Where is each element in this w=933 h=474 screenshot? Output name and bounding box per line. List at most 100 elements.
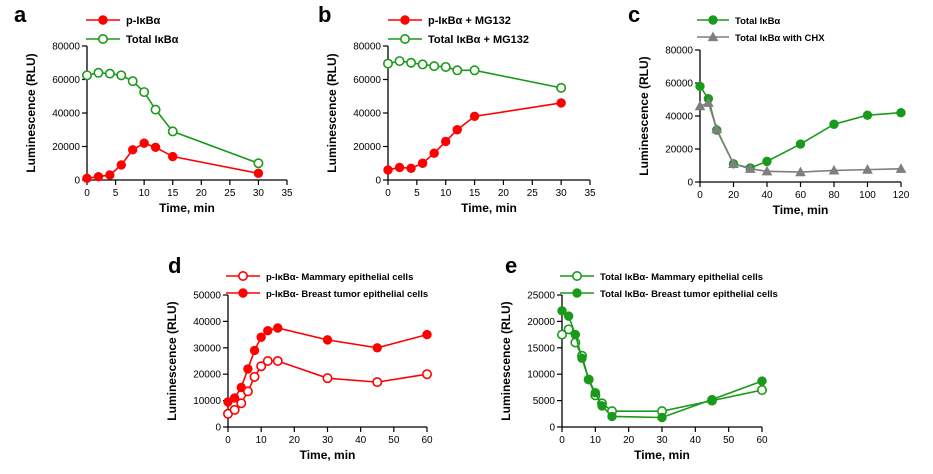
panel-c: c 0 20000 40000 60000 80000 0 20 40 60 80 100 120 Tim… [628, 2, 910, 217]
data-point [93, 171, 104, 182]
data-point [382, 58, 393, 69]
data-point [657, 412, 667, 423]
y-tick-label: 0 [215, 423, 221, 434]
legend-marker [707, 31, 719, 42]
panel-letter: a [14, 2, 27, 27]
x-tick-label: 0 [559, 435, 565, 446]
data-point [150, 142, 161, 153]
data-point [452, 65, 463, 76]
data-point [570, 329, 581, 340]
panel-d: d 0 10000 20000 30000 40000 50000 0 10 20 30 40 50 60… [165, 253, 433, 462]
series-line [699, 101, 902, 173]
data-point [862, 110, 873, 120]
y-axis-title: Luminescence (RLU) [165, 301, 179, 420]
x-tick-label: 20 [623, 435, 635, 446]
data-point [116, 70, 127, 81]
legend-marker [708, 15, 718, 25]
data-point [82, 173, 92, 184]
y-tick-label: 0 [74, 176, 80, 187]
y-tick-label: 40000 [353, 109, 381, 120]
data-point [150, 104, 161, 115]
y-axis-title: Luminescence (RLU) [637, 56, 651, 175]
x-tick-label: 5 [414, 188, 420, 199]
data-point [93, 67, 104, 78]
legend-entry: p-IκBα- Mammary epithelial cells [266, 272, 413, 283]
data-point [273, 323, 283, 333]
data-point [394, 162, 405, 173]
x-tick-label: 20 [498, 188, 510, 199]
data-point [127, 76, 138, 87]
panel-a: a 0 20000 40000 60000 80000 0 5 10 15 20 25 30 35 Time… [14, 2, 293, 215]
x-tick-label: 10 [590, 435, 602, 446]
data-point [711, 123, 723, 134]
y-axis-title: Luminescence (RLU) [499, 301, 513, 420]
data-point [417, 158, 428, 168]
data-point [82, 70, 93, 81]
y-tick-label: 20000 [52, 142, 80, 153]
legend-marker [238, 288, 248, 298]
x-tick-label: 25 [527, 188, 539, 199]
x-tick-label: 20 [728, 190, 740, 201]
legend-marker [572, 288, 582, 298]
x-tick-label: 60 [756, 435, 768, 446]
y-tick-label: 60000 [665, 79, 693, 90]
x-tick-label: 60 [795, 190, 807, 201]
data-point [597, 401, 607, 411]
data-point [828, 164, 840, 175]
data-point [728, 158, 739, 168]
data-point [703, 97, 714, 107]
legend-entry: Total IκBα- Breast tumor epithelial cell… [600, 289, 778, 300]
data-point [895, 163, 907, 173]
panel-letter: b [318, 2, 331, 27]
panel-letter: e [505, 253, 517, 278]
y-tick-label: 20000 [193, 370, 221, 381]
data-point [168, 151, 178, 162]
data-point [383, 165, 393, 175]
y-tick-label: 0 [375, 176, 381, 187]
y-tick-label: 50000 [193, 291, 221, 302]
y-tick-label: 20000 [527, 317, 555, 328]
legend-entry: Total IκBα + MG132 [428, 34, 529, 46]
y-tick-label: 60000 [52, 75, 80, 86]
x-tick-label: 30 [656, 435, 668, 446]
legend-marker [98, 33, 109, 44]
data-point [422, 329, 432, 340]
y-tick-label: 5000 [533, 396, 556, 407]
data-point [862, 164, 873, 174]
data-point [372, 377, 383, 388]
x-tick-label: 120 [893, 190, 910, 201]
y-tick-label: 10000 [193, 396, 221, 407]
x-tick-label: 35 [584, 188, 596, 199]
data-point [253, 158, 264, 169]
data-point [557, 306, 567, 316]
data-point [256, 332, 266, 342]
panel-b: b 0 20000 40000 60000 80000 0 5 10 15 20 25 30 35 Time… [318, 2, 596, 215]
data-point [105, 170, 115, 180]
data-point [263, 325, 273, 336]
x-axis-title: Time, min [300, 448, 356, 462]
x-tick-label: 30 [253, 188, 265, 199]
y-tick-label: 40000 [665, 112, 693, 123]
y-tick-label: 30000 [193, 343, 221, 354]
x-tick-label: 30 [322, 435, 334, 446]
data-point [249, 345, 260, 356]
y-axis-title: Luminescence (RLU) [24, 53, 38, 172]
data-point [139, 87, 150, 98]
panel-letter: c [628, 2, 640, 27]
data-point [249, 371, 260, 382]
data-point [429, 148, 439, 158]
data-point [236, 382, 246, 393]
x-tick-label: 20 [289, 435, 301, 446]
data-point [744, 163, 756, 173]
data-point [556, 329, 567, 340]
data-point [272, 355, 283, 366]
x-tick-label: 40 [761, 190, 773, 201]
data-point [556, 98, 566, 108]
x-tick-label: 60 [421, 435, 433, 446]
data-point [694, 100, 706, 111]
data-point [421, 369, 432, 380]
x-axis-title: Time, min [159, 201, 215, 215]
data-point [167, 126, 178, 137]
data-point [829, 119, 839, 129]
x-tick-label: 5 [113, 188, 119, 199]
